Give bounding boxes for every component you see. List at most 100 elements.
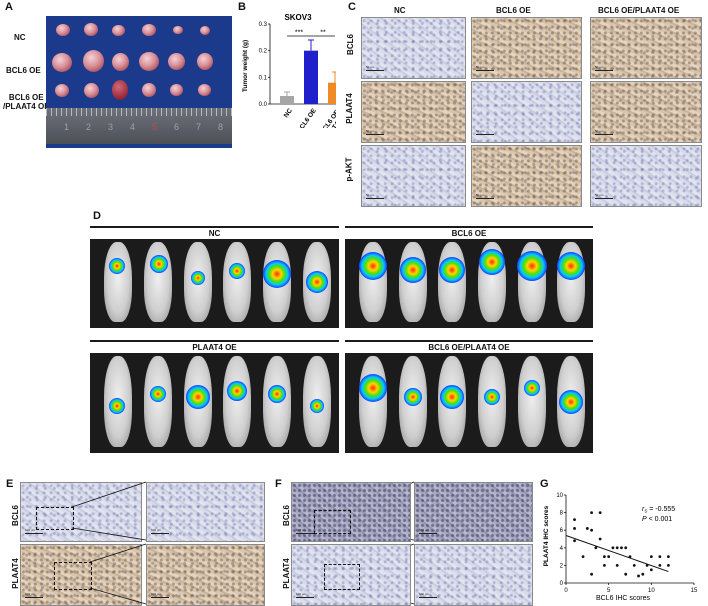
scale-label: 100 μm (25, 592, 36, 596)
scatter-y-tick-label: 8 (560, 511, 564, 517)
bioluminescence-signal (399, 257, 426, 283)
bar (280, 96, 294, 104)
bioluminescence-signal (268, 385, 287, 404)
ihc-zoom-image: 100 μm (414, 544, 533, 606)
scale-label: 50 μm (366, 65, 375, 69)
scale-label: 100 μm (25, 528, 36, 532)
bioluminescence-signal (306, 271, 329, 293)
scatter-point (607, 555, 611, 558)
scatter-point (594, 546, 598, 550)
scatter-point (598, 511, 602, 514)
scatter-x-tick-label: 15 (691, 588, 698, 594)
bioluminescence-signal (439, 257, 466, 283)
mouse-image (143, 242, 172, 322)
ihc-zoom-image: 100 μm (146, 544, 265, 606)
scatter-point (590, 572, 593, 576)
panel-label-a: A (5, 1, 13, 13)
mouse-image (517, 356, 546, 447)
mouse-image (103, 242, 132, 322)
panel-c-row-plaat4: PLAAT4 (344, 93, 354, 124)
scatter-point (620, 546, 623, 550)
mouse-image (223, 356, 252, 447)
scatter-xlabel: BCL6 IHC scores (596, 595, 651, 602)
ruler-number: 6 (174, 122, 180, 132)
scatter-point (585, 527, 589, 530)
scatter-point (649, 555, 653, 558)
panel-label-f: F (275, 478, 282, 490)
scatter-x-tick-label: 5 (607, 588, 611, 594)
zoom-box (314, 510, 351, 534)
scatter-point (573, 527, 576, 530)
bioluminescence-signal (150, 255, 169, 274)
scatter-x-tick-label: 10 (648, 588, 655, 594)
bioluminescence-signal (516, 251, 547, 281)
ihc-zoom-image: 100 μm (414, 482, 533, 542)
bioluminescence-signal (403, 387, 422, 406)
ihc-image: 100 μm (20, 482, 142, 542)
bar-category-label: BCL6 OE (296, 107, 318, 128)
ihc-image: 50 μm (361, 145, 466, 207)
ihc-image: 50 μm (590, 81, 702, 143)
bioluminescence-signal (108, 398, 125, 415)
stat-r-value: = -0.555 (647, 506, 675, 513)
ivis-title-bcl6: BCL6 OE (345, 228, 593, 239)
scatter-y-tick-label: 6 (560, 528, 564, 534)
ihc-zoom-image: 100 μm (146, 482, 265, 542)
ruler: 1 2 3 4 5 6 7 8 (46, 108, 232, 144)
scale-label: 100 μm (151, 528, 162, 532)
panel-f-row-bcl6: BCL6 (281, 505, 291, 526)
bioluminescence-signal (358, 373, 387, 402)
scale-label: 100 μm (419, 528, 430, 532)
bar-y-tick-label: 0.3 (259, 22, 268, 28)
panel-label-c: C (348, 1, 356, 13)
scatter-point (590, 511, 593, 514)
panel-c-col-nc: NC (394, 6, 406, 15)
scatter-y-tick-label: 10 (556, 493, 563, 499)
scale-label: 50 μm (476, 129, 485, 133)
scale-label: 100 μm (296, 528, 307, 532)
scale-label: 100 μm (151, 592, 162, 596)
ihc-image: 50 μm (361, 81, 466, 143)
scatter-point (615, 546, 619, 550)
bar-y-tick-label: 0.1 (259, 75, 268, 81)
scale-label: 50 μm (366, 129, 375, 133)
bioluminescence-signal (478, 249, 505, 275)
tumor-photo: 1 2 3 4 5 6 7 8 (46, 16, 232, 148)
ihc-image: 50 μm (361, 17, 466, 79)
scale-label: 100 μm (296, 592, 307, 596)
bar (328, 82, 336, 104)
scatter-point (649, 568, 653, 572)
bioluminescence-signal (190, 271, 205, 285)
scatter-point (658, 564, 662, 567)
scale-label: 50 μm (595, 129, 604, 133)
zoom-box (36, 507, 74, 530)
mouse-image (223, 242, 252, 322)
scatter-point (603, 555, 606, 558)
bioluminescence-signal (263, 260, 292, 288)
ruler-number: 3 (108, 122, 114, 132)
scatter-point (598, 537, 602, 541)
panel-label-d: D (93, 210, 101, 222)
bioluminescence-signal (557, 252, 586, 280)
scale-label: 50 μm (595, 193, 604, 197)
ruler-number: 5 (152, 122, 158, 132)
scatter-point (632, 564, 636, 567)
ruler-number: 7 (196, 122, 202, 132)
ivis-title-combo: BCL6 OE/PLAAT4 OE (345, 342, 593, 353)
bioluminescence-signal (483, 388, 500, 405)
bioluminescence-signal (559, 389, 584, 414)
ivis-title-plaat4: PLAAT4 OE (90, 342, 339, 353)
scale-label: 50 μm (476, 65, 485, 69)
panel-c-col-combo: BCL6 OE/PLAAT4 OE (598, 6, 680, 15)
bar-y-tick-label: 0.2 (259, 49, 268, 55)
bioluminescence-signal (440, 384, 465, 409)
bar-category-label: NC (283, 107, 294, 119)
ihc-image: 50 μm (590, 145, 702, 207)
regression-line (565, 535, 669, 573)
scale-label: 50 μm (595, 65, 604, 69)
bioluminescence-signal (358, 252, 387, 280)
stat-r-symbol: r (642, 506, 645, 513)
bioluminescence-signal (185, 384, 210, 409)
ihc-image: 50 μm (590, 17, 702, 79)
ivis-title-nc: NC (90, 228, 339, 239)
